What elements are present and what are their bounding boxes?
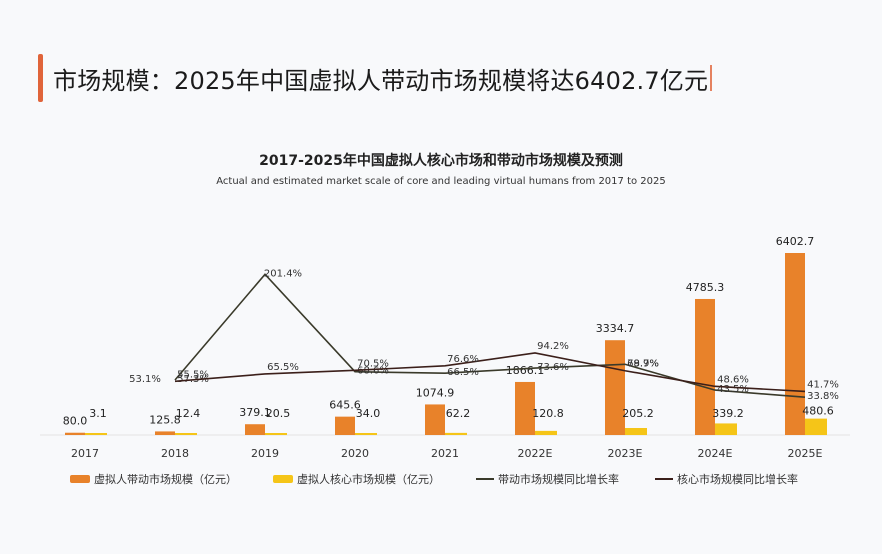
legend-label-core-growth: 核心市场规模同比增长率 [677,473,798,486]
x-tick-label-2023E: 2023E [608,447,643,460]
data-label-core-market-2022E: 120.8 [532,407,564,420]
bar-leading-market-2024E [695,298,715,435]
bar-leading-market-2023E [605,340,625,435]
data-label-core-market-2018: 12.4 [176,407,201,420]
bar-core-market-2018 [175,433,197,435]
line-core-growth [174,352,806,393]
data-label-leading-market-2021: 1074.9 [416,386,455,399]
data-label-core-market-2025E: 480.6 [802,405,834,418]
data-label-leading-market-2023E: 3334.7 [596,322,635,335]
data-label-core-market-2020: 34.0 [356,407,381,420]
headline-end-bar [710,65,713,91]
legend-item-core-market: 虚拟人核心市场规模（亿元） [273,471,440,487]
data-label-core-growth-2020: 70.5% [357,358,389,369]
bar-core-market-2021 [445,432,467,435]
data-label-core-market-2021: 62.2 [446,407,471,420]
data-label-extra-2018: 53.1% [129,374,161,385]
headline-accent-bar [38,54,43,102]
bar-leading-market-2020 [335,416,355,435]
x-tick-label-2019: 2019 [251,447,279,460]
data-label-core-growth-2024E: 48.6% [717,374,749,385]
legend-swatch-core-growth [655,478,673,480]
data-label-leading-market-2020: 645.6 [329,399,361,412]
bar-leading-market-2019 [245,424,265,435]
bar-leading-market-2017 [65,432,85,435]
x-tick-label-2021: 2021 [431,447,459,460]
legend-label-leading-growth: 带动市场规模同比增长率 [498,473,619,486]
bar-leading-market-2018 [155,431,175,435]
data-label-leading-growth-2021: 66.5% [447,367,479,378]
bar-core-market-2025E [805,418,827,435]
x-tick-label-2025E: 2025E [788,447,823,460]
headline-text: 市场规模：2025年中国虚拟人带动市场规模将达6402.7亿元 [53,66,709,95]
bar-core-market-2022E [535,430,557,435]
data-label-leading-market-2017: 80.0 [63,415,88,428]
legend-swatch-core-market [273,475,293,483]
x-tick-label-2022E: 2022E [518,447,553,460]
legend-label-core-market: 虚拟人核心市场规模（亿元） [297,473,440,486]
data-label-leading-growth-2024E: 43.5% [717,384,749,395]
legend-item-leading-growth: 带动市场规模同比增长率 [476,471,619,487]
data-label-leading-growth-2019: 201.4% [264,268,302,279]
x-tick-label-2024E: 2024E [698,447,733,460]
x-tick-label-2017: 2017 [71,447,99,460]
data-label-core-market-2023E: 205.2 [622,407,654,420]
data-label-core-growth-2023E: 69.9% [627,359,659,370]
bar-leading-market-2025E [785,253,805,435]
legend-swatch-leading-market [70,475,90,483]
data-label-core-growth-2021: 76.6% [447,354,479,365]
data-label-leading-market-2025E: 6402.7 [776,235,815,248]
legend-item-leading-market: 虚拟人带动市场规模（亿元） [70,471,237,487]
x-tick-label-2020: 2020 [341,447,369,460]
data-label-leading-growth-2022E: 73.6% [537,362,569,373]
legend-item-core-growth: 核心市场规模同比增长率 [655,471,798,487]
data-label-core-market-2017: 3.1 [89,407,107,420]
bar-core-market-2019 [265,433,287,435]
data-label-leading-market-2018: 125.8 [149,413,181,426]
data-label-leading-growth-2020: 68.6% [357,366,389,377]
bar-core-market-2017 [85,433,107,435]
x-tick-label-2018: 2018 [161,447,189,460]
data-label-core-market-2024E: 339.2 [712,407,744,420]
data-label-core-growth-2019: 65.5% [267,362,299,373]
chart-subtitle: Actual and estimated market scale of cor… [216,176,666,187]
data-label-core-growth-2022E: 94.2% [537,341,569,352]
data-label-core-growth-2018: 55.5% [177,369,209,380]
chart-title: 2017-2025年中国虚拟人核心市场和带动市场规模及预测 [259,153,623,169]
chart-legend: 虚拟人带动市场规模（亿元） 虚拟人核心市场规模（亿元） 带动市场规模同比增长率 … [70,471,798,487]
data-label-core-growth-2025E: 41.7% [807,379,839,390]
bar-leading-market-2021 [425,404,445,435]
legend-swatch-leading-growth [476,478,494,480]
data-label-leading-growth-2025E: 33.8% [807,391,839,402]
data-label-leading-market-2019: 379.1 [239,406,271,419]
data-label-leading-market-2022E: 1866.1 [506,364,545,377]
bar-core-market-2024E [715,423,737,435]
bar-leading-market-2022E [515,381,535,435]
bar-core-market-2020 [355,433,377,435]
headline: 市场规模：2025年中国虚拟人带动市场规模将达6402.7亿元 [38,53,713,103]
bar-core-market-2023E [625,428,647,435]
line-leading-growth [174,273,806,399]
data-label-core-market-2019: 20.5 [266,407,291,420]
data-label-leading-market-2024E: 4785.3 [686,281,725,294]
legend-label-leading-market: 虚拟人带动市场规模（亿元） [94,473,237,486]
data-label-leading-growth-2023E: 78.7% [627,358,659,369]
